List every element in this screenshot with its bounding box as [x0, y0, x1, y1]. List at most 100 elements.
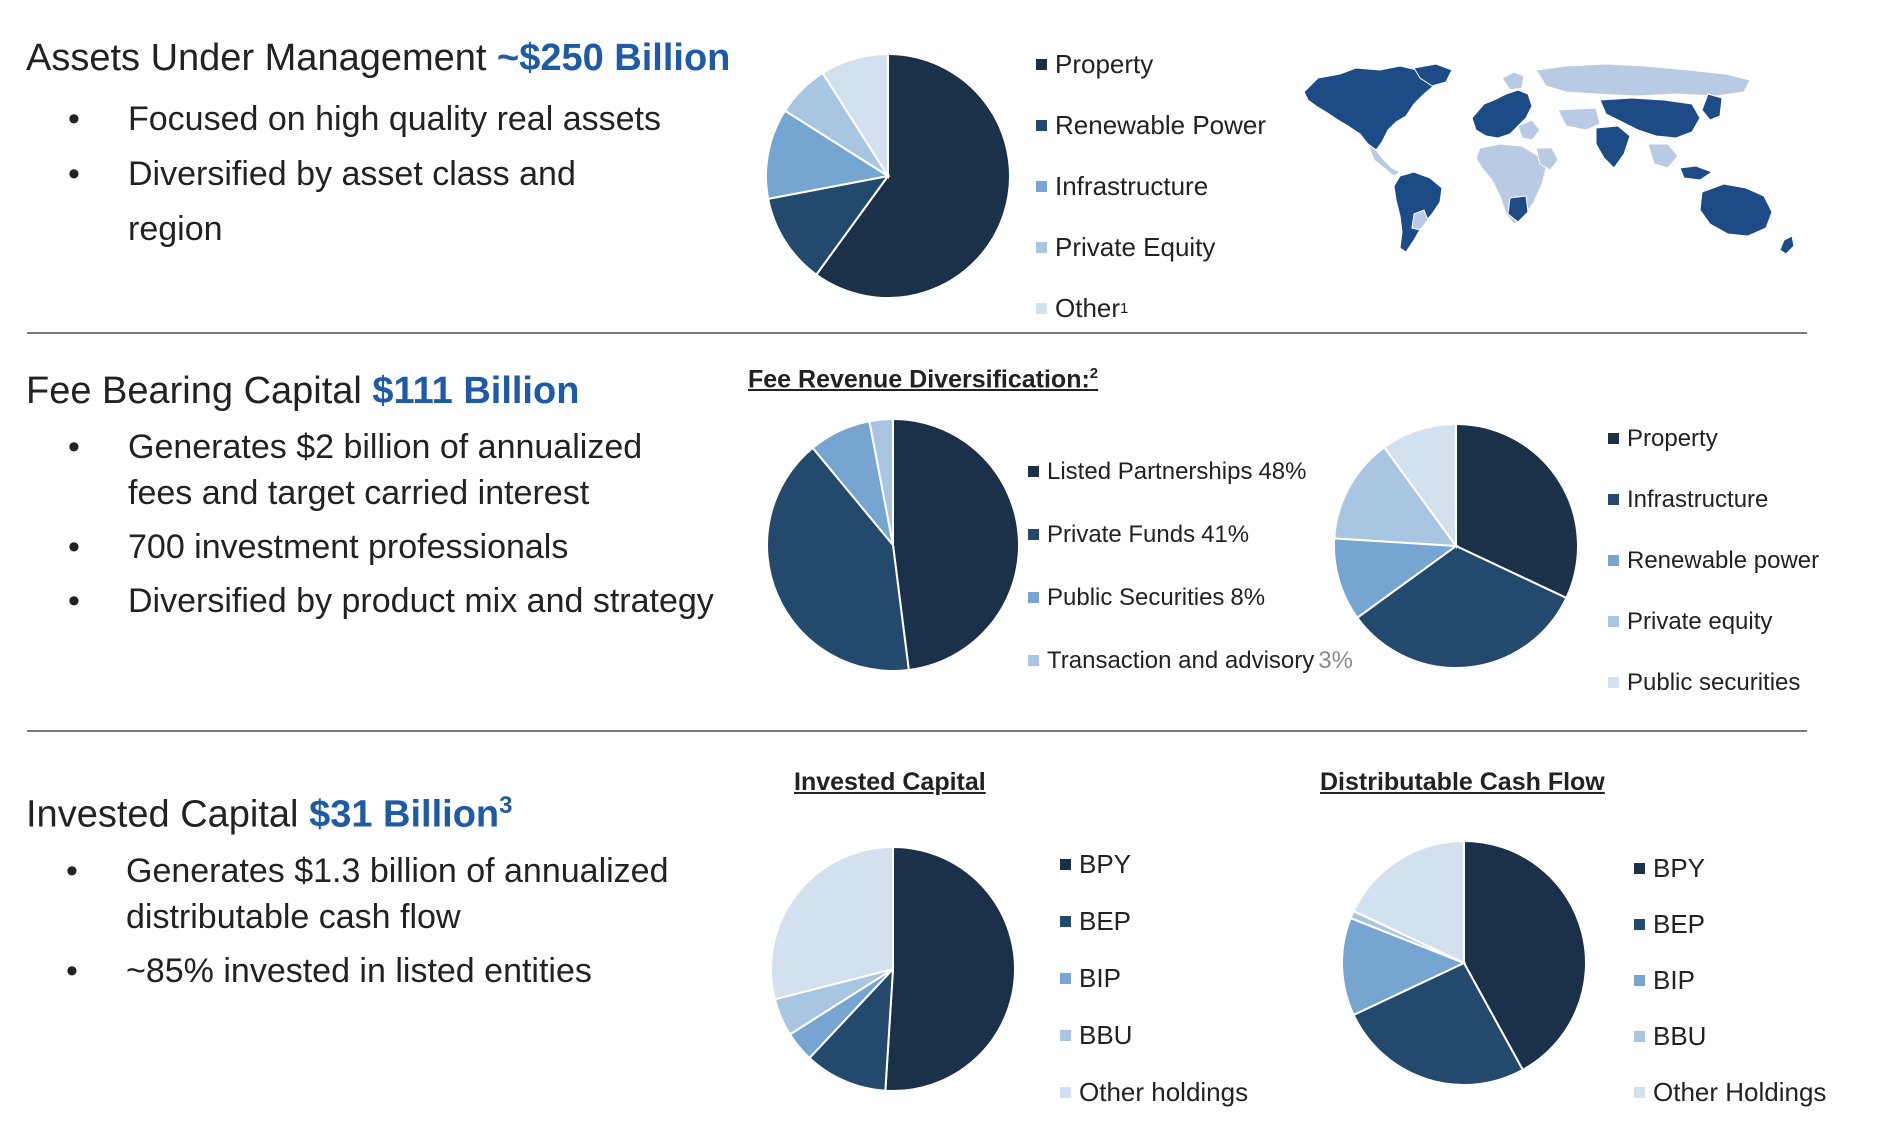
legend-percent: 8%: [1230, 583, 1266, 611]
legend-item: Listed Partnerships 48%: [1028, 440, 1353, 503]
legend-percent: 48%: [1258, 457, 1307, 485]
aum-bullets: Focused on high quality real assets Dive…: [28, 92, 668, 257]
pie-fee-products: [766, 417, 1020, 672]
legend-invested-capital: BPY BEP BIP BBU Other holdings: [1060, 836, 1248, 1121]
fbc-heading-value: $111 Billion: [372, 370, 580, 412]
legend-label: Private Equity: [1055, 232, 1216, 262]
legend-swatch: [1634, 1086, 1645, 1098]
legend-swatch: [1060, 1087, 1071, 1098]
bullet-item: Diversified by asset class and region: [28, 147, 668, 257]
bullet-item: Focused on high quality real assets: [28, 92, 668, 147]
legend-swatch: [1634, 918, 1645, 930]
footnote-marker: 2: [1089, 365, 1099, 382]
aum-heading: Assets Under Management ~$250 Billion: [26, 37, 730, 80]
legend-label: Private equity: [1627, 607, 1773, 635]
legend-swatch: [1060, 859, 1071, 870]
bullet-item: Generates $2 billion of annualized fees …: [28, 424, 688, 516]
legend-item: Private Funds 41%: [1028, 503, 1353, 566]
pie-slice-bep: [808, 966, 895, 1092]
legend-item: Public securities: [1608, 652, 1819, 713]
legend-item: BIP: [1060, 950, 1248, 1007]
legend-item: BEP: [1060, 893, 1248, 950]
pie-slice-renewable-power: [1333, 537, 1459, 620]
pie-slice-other: [821, 52, 889, 180]
legend-label: Property: [1627, 424, 1718, 452]
fbc-heading-text: Fee Bearing Capital: [26, 370, 362, 412]
legend-fee-assets: Property Infrastructure Renewable power Pri…: [1608, 408, 1819, 713]
legend-swatch: [1608, 494, 1619, 505]
legend-percent: 3%: [1318, 646, 1353, 674]
legend-label: BEP: [1079, 906, 1132, 936]
legend-label: Infrastructure: [1627, 485, 1769, 513]
pie-slice-renewable-power: [766, 174, 891, 277]
pie-aum: [765, 52, 1011, 299]
legend-label: Public Securities: [1047, 583, 1225, 611]
pie-slice-other-holdings: [1352, 839, 1465, 965]
legend-label: Private Funds: [1047, 520, 1196, 548]
ic-heading-text: Invested Capital: [26, 793, 299, 836]
legend-label: BBU: [1079, 1020, 1133, 1050]
pie-slice-property: [814, 52, 1011, 299]
aum-heading-value: ~$250 Billion: [497, 37, 731, 79]
dcf-title-text: Distributable Cash Flow: [1320, 768, 1605, 796]
legend-item: BPY: [1634, 840, 1826, 896]
legend-item: Infrastructure: [1608, 469, 1819, 530]
legend-aum: Property Renewable Power Infrastructure Pri…: [1036, 34, 1266, 339]
legend-label: Listed Partnerships: [1047, 457, 1253, 485]
legend-item: Other 1: [1036, 278, 1266, 339]
legend-label: Property: [1055, 49, 1154, 79]
legend-dcf: BPY BEP BIP BBU Other Holdings: [1634, 840, 1826, 1120]
legend-swatch: [1036, 59, 1047, 70]
legend-swatch: [1036, 120, 1047, 131]
legend-label: Public securities: [1627, 668, 1801, 696]
legend-swatch: [1036, 303, 1047, 314]
aum-heading-text: Assets Under Management: [26, 37, 487, 79]
pie-invested-capital: [770, 845, 1016, 1092]
ic-bullets: Generates $1.3 billion of annualized dis…: [26, 848, 746, 994]
legend-label: BPY: [1653, 852, 1706, 883]
legend-swatch: [1060, 973, 1071, 984]
pie-slice-transaction-and-advisory: [868, 417, 894, 546]
legend-item: Property: [1608, 408, 1819, 469]
legend-percent: 41%: [1201, 520, 1250, 548]
legend-label: BEP: [1653, 908, 1706, 939]
legend-item: Other holdings: [1060, 1064, 1248, 1121]
legend-swatch: [1608, 616, 1619, 627]
legend-label: Transaction and advisory: [1047, 646, 1315, 674]
legend-swatch: [1634, 862, 1645, 874]
bullet-item: 700 investment professionals: [28, 524, 748, 570]
legend-item: Other Holdings: [1634, 1064, 1826, 1120]
legend-label: Renewable Power: [1055, 110, 1267, 140]
pie-slice-bip: [1341, 916, 1467, 1017]
fbc-heading: Fee Bearing Capital $111 Billion: [26, 370, 579, 413]
legend-swatch: [1036, 242, 1047, 253]
legend-label: Renewable power: [1627, 546, 1820, 574]
legend-fee-products: Listed Partnerships 48% Private Funds 41% Pu…: [1028, 440, 1353, 692]
pie-slice-listed-partnerships: [892, 417, 1020, 672]
invested-capital-title: Invested Capital: [794, 768, 986, 797]
legend-swatch: [1634, 974, 1645, 986]
dcf-title: Distributable Cash Flow: [1320, 768, 1605, 797]
invested-capital-title-text: Invested Capital: [794, 768, 986, 796]
legend-label: Other: [1055, 293, 1121, 323]
section-divider: [27, 730, 1807, 732]
pie-slice-property: [1455, 422, 1579, 600]
legend-swatch: [1634, 1030, 1645, 1042]
bullet-item: Diversified by product mix and strategy: [28, 578, 748, 624]
legend-item: Property: [1036, 34, 1266, 95]
legend-item: Infrastructure: [1036, 156, 1266, 217]
pie-slice-private-equity: [1333, 445, 1459, 548]
pie-slice-infrastructure: [1355, 544, 1568, 669]
footnote-marker: 3: [499, 792, 513, 819]
world-map-icon: [1303, 63, 1795, 255]
pie-slice-bep: [1352, 961, 1525, 1086]
legend-swatch: [1036, 181, 1047, 192]
ic-heading-value: $31 Billion: [309, 793, 500, 836]
fee-revenue-title: Fee Revenue Diversification:2: [748, 365, 1098, 394]
pie-slice-bpy: [1463, 839, 1587, 1072]
legend-item: Renewable Power: [1036, 95, 1266, 156]
pie-distributable-cash-flow: [1341, 839, 1587, 1086]
legend-item: Public Securities 8%: [1028, 566, 1353, 629]
legend-item: BIP: [1634, 952, 1826, 1008]
